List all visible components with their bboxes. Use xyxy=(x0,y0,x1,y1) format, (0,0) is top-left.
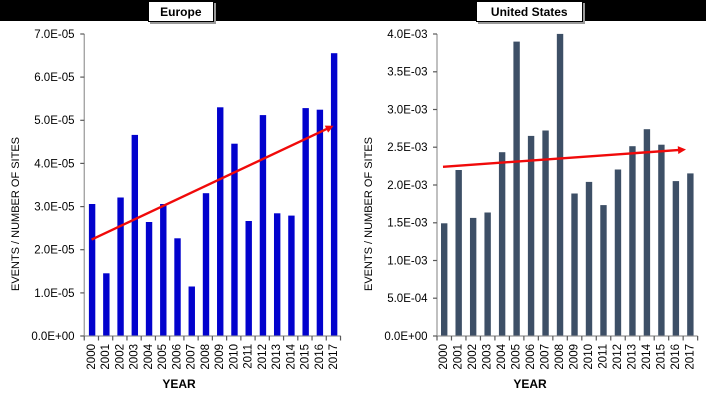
svg-text:7.0E-05: 7.0E-05 xyxy=(34,29,74,41)
svg-text:2.0E-05: 2.0E-05 xyxy=(34,245,74,257)
svg-text:2004: 2004 xyxy=(143,343,155,369)
svg-text:1.5E-03: 1.5E-03 xyxy=(387,218,427,230)
svg-text:2005: 2005 xyxy=(157,344,169,370)
svg-text:2009: 2009 xyxy=(214,344,226,370)
svg-text:1.0E-05: 1.0E-05 xyxy=(34,288,74,300)
svg-text:2002: 2002 xyxy=(114,344,126,370)
svg-text:6.0E-05: 6.0E-05 xyxy=(34,72,74,84)
svg-text:2014: 2014 xyxy=(285,343,297,369)
svg-text:2014: 2014 xyxy=(641,343,653,369)
svg-text:2007: 2007 xyxy=(540,344,552,370)
svg-text:4.0E-05: 4.0E-05 xyxy=(34,158,74,170)
svg-text:0.0E+00: 0.0E+00 xyxy=(31,331,74,343)
svg-text:EVENTS / NUMBER OF SITES: EVENTS / NUMBER OF SITES xyxy=(10,137,22,291)
svg-text:EVENTS / NUMBER OF SITES: EVENTS / NUMBER OF SITES xyxy=(363,137,375,291)
svg-text:5.0E-04: 5.0E-04 xyxy=(387,293,428,305)
svg-text:2003: 2003 xyxy=(482,344,494,370)
svg-text:2013: 2013 xyxy=(271,344,283,370)
svg-text:2006: 2006 xyxy=(171,344,183,370)
svg-text:YEAR: YEAR xyxy=(513,377,547,391)
svg-text:2015: 2015 xyxy=(300,344,312,370)
svg-text:2009: 2009 xyxy=(569,344,581,370)
svg-text:3.0E-05: 3.0E-05 xyxy=(34,202,74,214)
svg-text:2003: 2003 xyxy=(129,344,141,370)
svg-text:2008: 2008 xyxy=(554,344,566,370)
svg-text:2012: 2012 xyxy=(612,344,624,370)
svg-text:3.0E-03: 3.0E-03 xyxy=(387,104,427,116)
svg-text:2016: 2016 xyxy=(670,344,682,370)
svg-text:2008: 2008 xyxy=(200,344,212,370)
svg-text:2012: 2012 xyxy=(257,344,269,370)
svg-text:2010: 2010 xyxy=(228,344,240,370)
svg-text:2007: 2007 xyxy=(186,344,198,370)
svg-text:2017: 2017 xyxy=(328,344,340,370)
svg-text:2002: 2002 xyxy=(467,344,479,370)
svg-text:2005: 2005 xyxy=(511,344,523,370)
svg-text:0.0E+00: 0.0E+00 xyxy=(384,331,427,343)
svg-text:3.5E-03: 3.5E-03 xyxy=(387,67,427,79)
svg-text:2001: 2001 xyxy=(453,344,465,370)
svg-text:2000: 2000 xyxy=(86,344,98,370)
svg-text:2.0E-03: 2.0E-03 xyxy=(387,180,427,192)
svg-text:2017: 2017 xyxy=(684,344,696,370)
svg-text:2000: 2000 xyxy=(438,344,450,370)
svg-text:2001: 2001 xyxy=(100,344,112,370)
svg-text:5.0E-05: 5.0E-05 xyxy=(34,115,74,127)
svg-text:2004: 2004 xyxy=(496,343,508,369)
svg-text:2016: 2016 xyxy=(314,344,326,370)
svg-text:2006: 2006 xyxy=(525,344,537,370)
svg-text:2011: 2011 xyxy=(243,344,255,369)
svg-text:2013: 2013 xyxy=(626,344,638,370)
svg-text:2.5E-03: 2.5E-03 xyxy=(387,142,427,154)
svg-text:2010: 2010 xyxy=(583,344,595,370)
svg-text:2015: 2015 xyxy=(655,344,667,370)
svg-text:YEAR: YEAR xyxy=(162,377,196,391)
svg-text:4.0E-03: 4.0E-03 xyxy=(387,29,427,41)
svg-text:1.0E-03: 1.0E-03 xyxy=(387,255,427,267)
svg-text:2011: 2011 xyxy=(597,344,609,369)
